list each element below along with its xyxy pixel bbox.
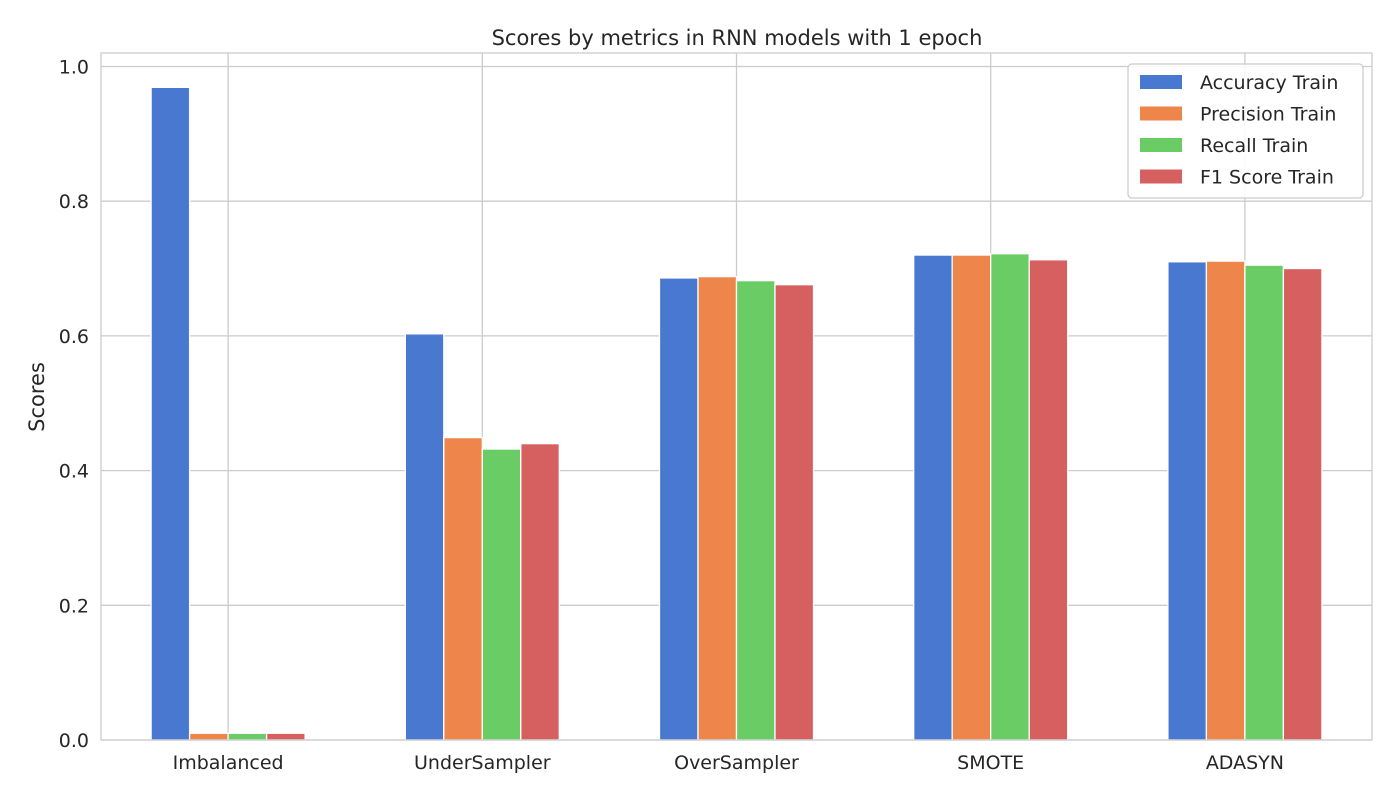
legend: Accuracy Train Precision Train Recall Trai… [1127,63,1364,199]
legend-label: Accuracy Train [1200,72,1338,94]
legend-label: F1 Score Train [1200,167,1334,189]
bar [913,254,953,741]
bar [1244,264,1285,741]
bar [774,284,815,741]
x-tick-label: ADASYN [1206,752,1284,774]
legend-box [1127,63,1364,199]
bar [735,280,776,741]
chart-title: Scores by metrics in RNN models with 1 e… [492,26,983,50]
bar [443,436,483,741]
x-tick-label: Imbalanced [173,752,284,774]
legend-swatch [1140,106,1182,121]
y-tick-label: 0.4 [59,461,89,483]
bar [951,254,992,741]
bar [1282,267,1323,741]
x-tick-label: SMOTE [957,752,1024,774]
bar [265,732,306,741]
bar [150,86,191,741]
x-tick-label: OverSampler [674,752,799,774]
legend-swatch [1140,138,1182,152]
bar [1028,259,1069,741]
legend-label: Precision Train [1200,104,1336,126]
y-tick-label: 0.8 [59,191,89,213]
plot-frame [100,52,1373,741]
bar [697,275,738,741]
x-tick-labels: Imbalanced UnderSampler OverSampler SMOTE AD… [173,752,1284,774]
y-tick-label: 0.6 [59,326,89,348]
y-tick-label: 0.2 [59,595,89,617]
bar [658,277,699,741]
x-tick-label: UnderSampler [414,752,551,774]
bars [150,86,1323,741]
bar [188,732,229,741]
bar [1167,261,1208,741]
bar [520,442,560,741]
y-tick-labels: 0.0 0.2 0.4 0.6 0.8 1.0 [59,56,89,752]
y-tick-label: 0.0 [59,730,89,752]
legend-label: Recall Train [1200,135,1308,157]
bar [990,253,1030,741]
y-tick-label: 1.0 [59,56,89,78]
legend-swatch [1140,169,1182,184]
bar [481,448,522,741]
bar [227,732,268,741]
bar [1205,260,1246,741]
y-axis-label: Scores [25,362,49,432]
bar [404,333,445,741]
legend-swatch [1140,75,1182,89]
